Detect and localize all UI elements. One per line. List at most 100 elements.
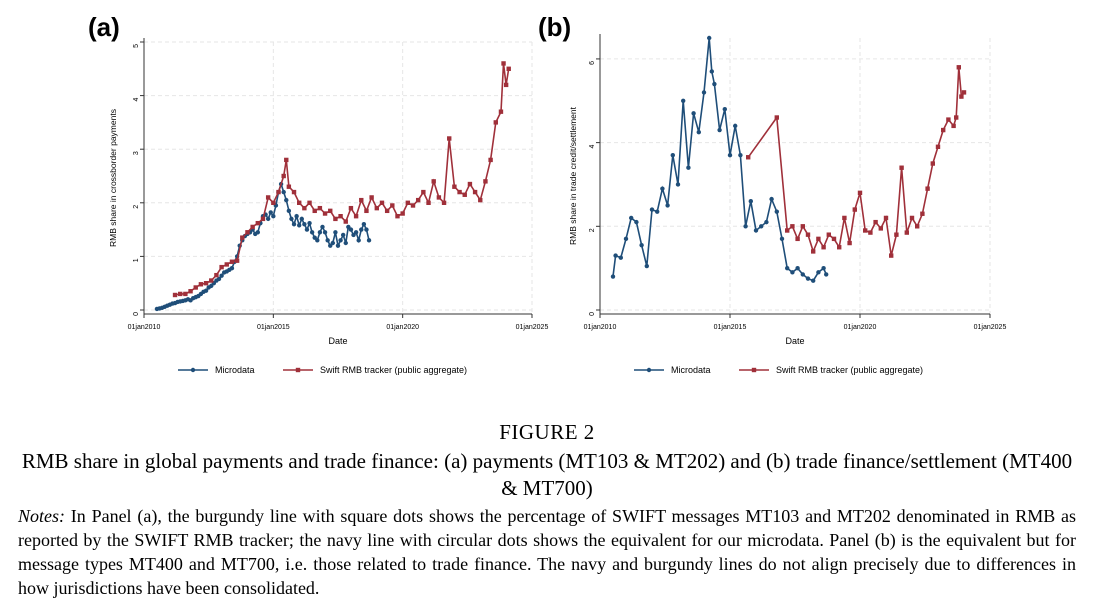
data-point [821, 265, 826, 271]
data-point [219, 264, 224, 270]
data-point [946, 117, 951, 122]
data-point [959, 94, 964, 99]
data-point [369, 195, 374, 200]
data-point [779, 236, 785, 242]
data-point [811, 278, 816, 283]
data-point [488, 157, 493, 163]
data-point [255, 230, 261, 235]
data-point [686, 165, 691, 170]
data-point [328, 208, 333, 214]
panel-a: (a) 0 1 2 3 4 5 01jan2010 01jan2015 01jan2020 01ja… [88, 12, 548, 375]
data-point [436, 195, 442, 200]
data-point [400, 211, 405, 216]
data-point [343, 219, 348, 224]
legend-marker-swift [295, 367, 301, 373]
data-point [322, 211, 328, 216]
data-point [701, 90, 707, 95]
data-point [644, 263, 649, 269]
data-point [320, 224, 325, 230]
data-point [899, 165, 904, 170]
data-point [353, 214, 359, 219]
data-point [302, 205, 307, 211]
data-point [304, 227, 310, 232]
data-point [623, 236, 629, 242]
data-point [255, 220, 261, 226]
y-tick-label: 2 [589, 228, 596, 232]
y-axis-title: RMB share in crossborder payments [108, 109, 118, 247]
data-point [610, 274, 616, 279]
data-point [364, 208, 369, 214]
data-point [325, 238, 330, 243]
data-point [178, 291, 183, 297]
panel-label: (b) [538, 12, 571, 42]
data-point [338, 214, 343, 219]
y-tick-label: 1 [133, 258, 140, 262]
data-point [493, 120, 498, 125]
data-point [472, 189, 478, 195]
data-point [915, 224, 920, 229]
data-point [691, 111, 696, 116]
data-point [291, 222, 297, 227]
data-point [707, 35, 712, 41]
data-point [857, 190, 863, 196]
legend-label-microdata: Microdata [215, 365, 255, 375]
data-point [276, 189, 281, 195]
figure-title: RMB share in global payments and trade f… [21, 449, 1073, 500]
data-point [826, 232, 831, 237]
data-point [738, 152, 743, 158]
panel-b: (b) 0 2 4 6 01jan2010 01jan2015 01jan2020 01jan2… [538, 12, 1006, 375]
data-point [284, 197, 289, 203]
legend-marker-microdata [646, 367, 652, 373]
data-point [649, 207, 655, 212]
y-tick-label: 3 [133, 151, 140, 155]
data-point [240, 235, 245, 240]
data-point [410, 203, 416, 208]
data-point [315, 238, 320, 243]
data-point [961, 90, 967, 95]
data-point [317, 205, 323, 211]
y-tick-label: 6 [589, 61, 596, 65]
data-point [390, 203, 395, 208]
legend-marker-swift [751, 367, 757, 373]
data-point [216, 276, 222, 282]
data-point [868, 230, 873, 235]
data-point [660, 186, 665, 191]
x-axis-title: Date [328, 336, 347, 346]
data-point [312, 208, 317, 214]
data-point [800, 272, 805, 277]
data-point [618, 255, 623, 260]
data-point [198, 282, 204, 287]
data-point [297, 200, 302, 205]
data-point [467, 181, 473, 187]
data-point [889, 253, 894, 258]
data-point [322, 230, 328, 235]
data-point [265, 195, 271, 200]
data-point [800, 224, 805, 229]
series-swift [746, 65, 967, 258]
data-point [634, 219, 639, 225]
data-point [291, 189, 297, 195]
data-point [506, 66, 511, 71]
data-point [878, 226, 883, 231]
x-tick-label: 01jan2020 [844, 324, 877, 331]
data-point [284, 157, 289, 163]
x-tick-label: 01jan2010 [584, 324, 617, 331]
data-point [743, 224, 748, 229]
data-point [299, 216, 304, 222]
legend-label-microdata: Microdata [671, 365, 711, 375]
x-tick-label: 01jan2020 [386, 324, 419, 331]
data-point [268, 210, 273, 215]
notes-label: Notes: [18, 506, 65, 526]
x-tick-label: 01jan2025 [516, 324, 549, 331]
data-point [629, 215, 634, 221]
data-point [447, 136, 452, 141]
data-point [374, 205, 379, 211]
data-point [478, 197, 483, 203]
data-point [234, 258, 240, 263]
data-point [816, 236, 821, 242]
data-point [852, 207, 857, 212]
data-point [503, 82, 509, 88]
data-point [361, 222, 367, 227]
x-axis-title: Date [785, 336, 804, 346]
legend-marker-microdata [190, 367, 196, 373]
